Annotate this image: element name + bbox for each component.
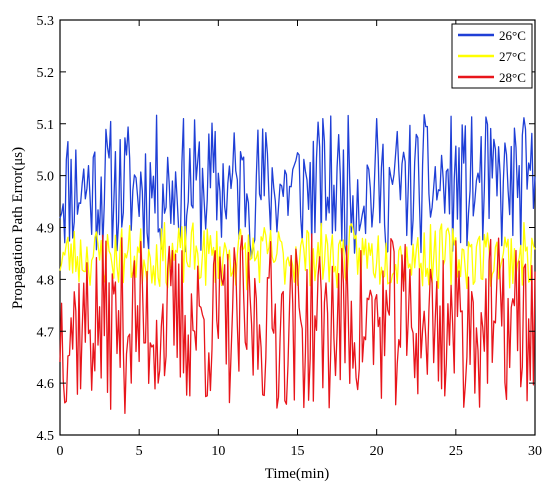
y-tick-label: 5.1 — [37, 118, 55, 133]
legend: 26°C 27°C 28°C — [451, 23, 533, 89]
y-tick-label: 5.0 — [37, 170, 55, 185]
y-tick-label: 4.9 — [37, 222, 55, 237]
legend-label: 28°C — [499, 70, 526, 85]
y-axis-ticks: 4.5 4.6 4.7 4.8 4.9 5.0 5.1 5.2 5.3 — [37, 14, 535, 444]
y-tick-label: 5.3 — [37, 14, 55, 29]
x-tick-label: 15 — [291, 444, 305, 459]
x-tick-label: 0 — [57, 444, 64, 459]
y-tick-label: 4.7 — [37, 325, 55, 340]
y-tick-label: 5.2 — [37, 66, 55, 81]
x-axis-ticks: 0 5 10 15 20 25 30 — [57, 20, 542, 459]
y-tick-label: 4.5 — [37, 429, 55, 444]
y-axis-title: Propagation Path Error(μs) — [10, 147, 26, 309]
series-layer — [59, 114, 536, 414]
x-axis-title: Time(min) — [265, 466, 329, 482]
series-line-1 — [59, 114, 536, 259]
y-tick-label: 4.6 — [37, 377, 55, 392]
y-tick-label: 4.8 — [37, 273, 55, 288]
x-tick-label: 25 — [449, 444, 463, 459]
x-tick-label: 30 — [528, 444, 542, 459]
legend-label: 26°C — [499, 28, 526, 43]
series-line-3 — [59, 233, 536, 414]
x-tick-label: 10 — [211, 444, 225, 459]
x-tick-label: 20 — [370, 444, 384, 459]
series-line-2 — [59, 221, 536, 291]
x-tick-label: 5 — [136, 444, 143, 459]
legend-label: 27°C — [499, 49, 526, 64]
